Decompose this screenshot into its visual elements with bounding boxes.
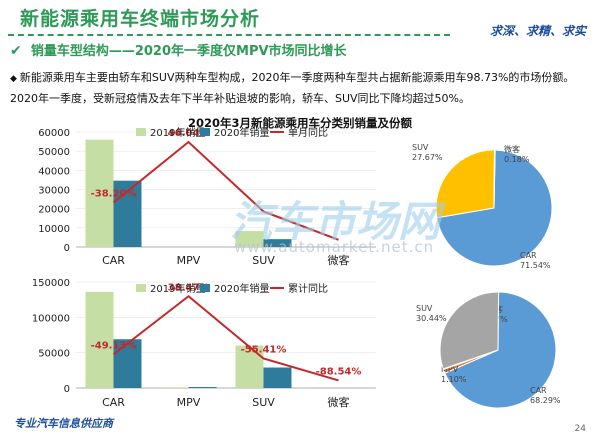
legend-label-2020: 2020年销量	[214, 282, 269, 295]
y-tick-label: 20000	[38, 205, 70, 216]
pie-slice-SUV	[435, 149, 496, 219]
y-tick-label: 0	[64, 243, 70, 254]
check-icon: ✔	[10, 43, 22, 59]
bar-2020	[113, 339, 142, 388]
footer-text: 专业汽车信息供应商	[14, 417, 113, 430]
slogan: 求深、求精、求实	[489, 24, 586, 38]
pie-value-微客: 0.18%	[504, 155, 530, 164]
watermark-url: www.automarket.net.cn	[234, 238, 435, 256]
subtitle: 销量车型结构——2020年一季度仅MPV市场同比增长	[30, 44, 347, 59]
bar-2019	[235, 345, 264, 388]
pie-slice-微客	[493, 149, 496, 209]
yoy-data-label: -88.54%	[316, 366, 362, 377]
yoy-data-label: -49.13%	[91, 340, 137, 351]
slide-title: 新能源乘用车终端市场分析	[20, 8, 261, 30]
x-category-label: MPV	[177, 396, 201, 409]
yoy-data-label: 38.47%	[168, 282, 210, 293]
yoy-data-label: -38.20%	[91, 189, 137, 200]
legend-label-line: 累计同比	[288, 282, 328, 295]
x-category-label: SUV	[252, 396, 275, 409]
pie-label-MPV: MPV	[441, 365, 459, 374]
bar-2019	[85, 291, 114, 388]
legend-swatch-2019	[136, 284, 146, 292]
y-tick-label: 150000	[32, 278, 70, 289]
pie-label-微客: 微客	[504, 144, 520, 154]
y-tick-label: 0	[64, 384, 70, 395]
yoy-line	[112, 140, 339, 241]
bar-2020	[263, 367, 292, 388]
subtitle-row: ✔ 销量车型结构——2020年一季度仅MPV市场同比增长	[10, 40, 347, 59]
pie-label-CAR: CAR	[530, 386, 547, 395]
x-category-label: MPV	[177, 254, 201, 267]
chart-title: 2020年3月新能源乘用车分类别销量及份额	[187, 116, 412, 130]
pie-slice-SUV	[439, 291, 500, 370]
pie-label-CAR: CAR	[520, 251, 537, 260]
bullet-paragraph: ◆ 新能源乘用车主要由轿车和SUV两种车型构成，2020年一季度两种车型共占据新能…	[10, 68, 588, 109]
x-category-label: SUV	[252, 254, 275, 267]
legend-label-2019: 2019年销量	[150, 282, 205, 295]
bar-2019	[160, 387, 189, 388]
header-divider	[8, 34, 450, 36]
y-tick-label: 30000	[38, 186, 70, 197]
bar-2020	[188, 387, 217, 388]
x-category-label: CAR	[102, 254, 125, 267]
page-number: 24	[574, 424, 586, 434]
y-tick-label: 60000	[38, 128, 70, 139]
pie-label-SUV: SUV	[416, 304, 433, 313]
legend-label-2020: 2020年销量	[214, 126, 269, 139]
pie-value-MPV: 1.10%	[441, 375, 467, 384]
y-tick-label: 100000	[32, 313, 70, 324]
bar-2020	[263, 239, 292, 247]
bar-2019	[85, 139, 114, 247]
pie-value-SUV: 27.67%	[412, 153, 443, 162]
y-tick-label: 50000	[38, 147, 70, 158]
pie-value-CAR: 71.54%	[520, 261, 551, 270]
legend-swatch-2020	[200, 128, 210, 136]
diamond-bullet-icon: ◆	[10, 74, 17, 84]
watermark: 汽车市场网	[230, 197, 441, 246]
legend-label-line: 单月同比	[288, 127, 328, 139]
y-tick-label: 40000	[38, 166, 70, 177]
x-category-label: 微客	[328, 395, 350, 409]
bullet-text: 新能源乘用车主要由轿车和SUV两种车型构成，2020年一季度两种车型共占据新能源…	[10, 71, 575, 105]
pie-value-CAR: 68.29%	[530, 396, 561, 405]
y-tick-label: 10000	[38, 224, 70, 235]
yoy-data-label: 46.04%	[168, 128, 210, 139]
x-category-label: CAR	[102, 396, 125, 409]
pie-value-SUV: 30.44%	[416, 314, 447, 323]
legend-swatch-2019	[136, 128, 146, 136]
pie-slice-CAR	[444, 291, 557, 409]
bar-2019	[235, 231, 264, 247]
y-tick-label: 50000	[38, 349, 70, 360]
yoy-data-label: -55.41%	[241, 344, 287, 355]
x-category-label: 微客	[328, 253, 350, 267]
legend-label-2019: 2019年销量	[150, 126, 205, 139]
legend-swatch-2020	[200, 284, 210, 292]
yoy-line	[112, 294, 339, 382]
pie-label-SUV: SUV	[412, 143, 429, 152]
